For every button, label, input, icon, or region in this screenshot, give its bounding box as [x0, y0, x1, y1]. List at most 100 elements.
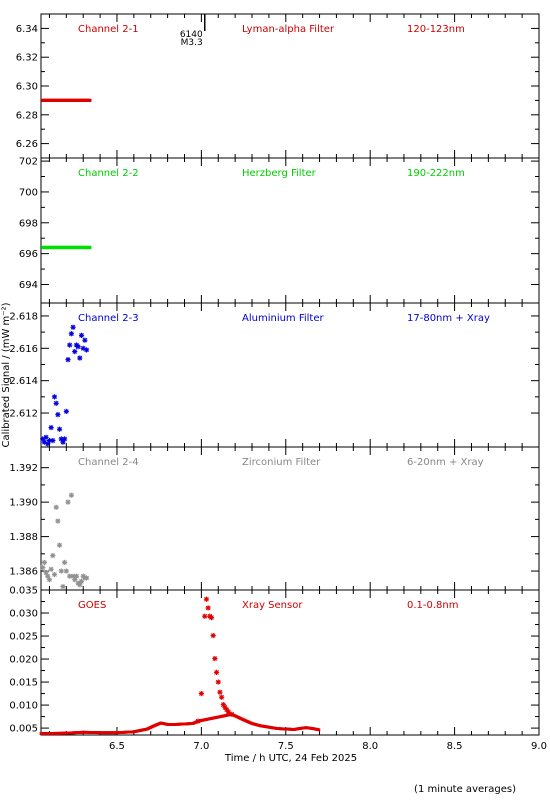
- panel-frame: [40, 446, 540, 591]
- data-point: [212, 655, 218, 662]
- data-point: [205, 605, 211, 611]
- y-tick-label: 696: [19, 249, 38, 260]
- panel-4: 1.386 1.388 1.390 1.392 Channel 2-4 Zirconium…: [9, 446, 540, 591]
- data-point: [203, 596, 210, 602]
- star-stroke: [72, 349, 78, 354]
- star-stroke: [48, 566, 54, 572]
- star-stroke: [215, 679, 221, 685]
- data-point: [46, 577, 53, 583]
- panel-channel-label: Channel 2-4: [78, 457, 139, 468]
- y-tick-label: 698: [19, 218, 38, 229]
- panel-band-label: 190-222nm: [407, 168, 465, 179]
- x-tick-label: 8.0: [362, 741, 378, 752]
- y-tick-label: 0.035: [9, 586, 38, 597]
- y-tick-label: 6.34: [16, 24, 38, 35]
- series-4: [40, 492, 90, 590]
- data-point: [72, 348, 78, 355]
- data-point: [73, 573, 80, 579]
- data-point: [88, 245, 92, 250]
- data-point: [48, 566, 54, 572]
- data-point: [58, 568, 64, 574]
- star-stroke: [42, 560, 47, 565]
- star-stroke: [82, 337, 88, 343]
- y-tick-label: 0.020: [9, 655, 38, 666]
- y-tick-label: 2.612: [9, 409, 38, 420]
- star-stroke: [60, 584, 66, 589]
- star-stroke: [62, 436, 67, 442]
- star-stroke: [69, 492, 74, 498]
- star-stroke: [80, 345, 86, 351]
- data-point: [208, 615, 215, 621]
- data-point: [219, 694, 225, 700]
- star-stroke: [217, 689, 223, 695]
- data-point: [210, 632, 216, 639]
- flare-marker-label: 6140: [180, 30, 203, 40]
- data-point: [215, 679, 221, 685]
- y-tick-label: 1.390: [9, 498, 38, 509]
- star-stroke: [222, 705, 228, 710]
- panel-filter-label: Xray Sensor: [242, 600, 303, 611]
- star-stroke: [210, 633, 216, 638]
- data-point: [62, 436, 68, 442]
- y-axis-title: Calibrated Signal / (mW m⁻²): [1, 302, 12, 447]
- panel-1: 6.26 6.28 6.30 6.32 6.34 Channel 2-1 Lyman-alp…: [16, 13, 540, 159]
- panel-3: 2.612 2.614 2.616 2.618 Channel 2-3 Aluminium…: [9, 302, 540, 448]
- y-tick-label: 6.26: [16, 139, 38, 150]
- data-point: [68, 331, 74, 337]
- y-tick-label: 6.30: [16, 82, 38, 93]
- y-tick-label: 1.392: [9, 463, 38, 474]
- star-stroke: [65, 357, 71, 362]
- data-point: [213, 669, 220, 675]
- panel-band-label: 120-123nm: [407, 24, 465, 35]
- star-stroke: [195, 718, 201, 724]
- star-stroke: [70, 324, 76, 330]
- panel-frame: [40, 589, 540, 736]
- star-stroke: [57, 426, 62, 432]
- data-point: [53, 400, 59, 406]
- star-stroke: [199, 691, 204, 696]
- star-stroke: [55, 412, 61, 417]
- data-point: [68, 492, 74, 498]
- star-stroke: [43, 570, 49, 576]
- data-point: [60, 583, 66, 590]
- star-stroke: [50, 553, 56, 558]
- x-tick-label: 7.0: [193, 741, 209, 752]
- data-point: [229, 711, 235, 717]
- star-stroke: [45, 573, 51, 579]
- y-tick-label: 2.614: [9, 376, 38, 387]
- data-point: [43, 434, 49, 440]
- panel-5: 0.005 0.010 0.015 0.020 0.025 0.030 0.035 GOES X…: [9, 586, 540, 736]
- star-stroke: [57, 542, 62, 548]
- data-point: [48, 424, 54, 431]
- data-point: [63, 568, 69, 574]
- star-stroke: [55, 518, 61, 524]
- data-point: [53, 504, 59, 510]
- y-tick-label: 0.010: [9, 701, 38, 712]
- data-point: [88, 98, 92, 102]
- x-axis-title: Time / h UTC, 24 Feb 2025: [224, 753, 357, 764]
- y-tick-label: 0.005: [9, 724, 38, 735]
- panel-frame: [40, 302, 540, 448]
- panel-filter-label: Aluminium Filter: [242, 313, 325, 324]
- data-point: [217, 689, 223, 695]
- star-stroke: [53, 504, 59, 510]
- footnote: (1 minute averages): [414, 784, 516, 795]
- panel-frame: [40, 157, 540, 304]
- star-stroke: [202, 613, 208, 619]
- data-point: [195, 718, 201, 724]
- star-stroke: [62, 560, 67, 565]
- data-point: [78, 332, 85, 338]
- data-point: [41, 559, 47, 566]
- star-stroke: [212, 656, 218, 661]
- data-point: [65, 357, 71, 363]
- y-tick-label: 702: [19, 157, 38, 168]
- panel-band-label: 17-80nm + Xray: [407, 313, 490, 324]
- star-stroke: [40, 565, 46, 570]
- star-stroke: [65, 499, 71, 505]
- star-stroke: [226, 709, 231, 715]
- data-point: [63, 408, 69, 415]
- star-stroke: [53, 400, 59, 406]
- series-2: [41, 245, 92, 250]
- data-point: [225, 709, 231, 715]
